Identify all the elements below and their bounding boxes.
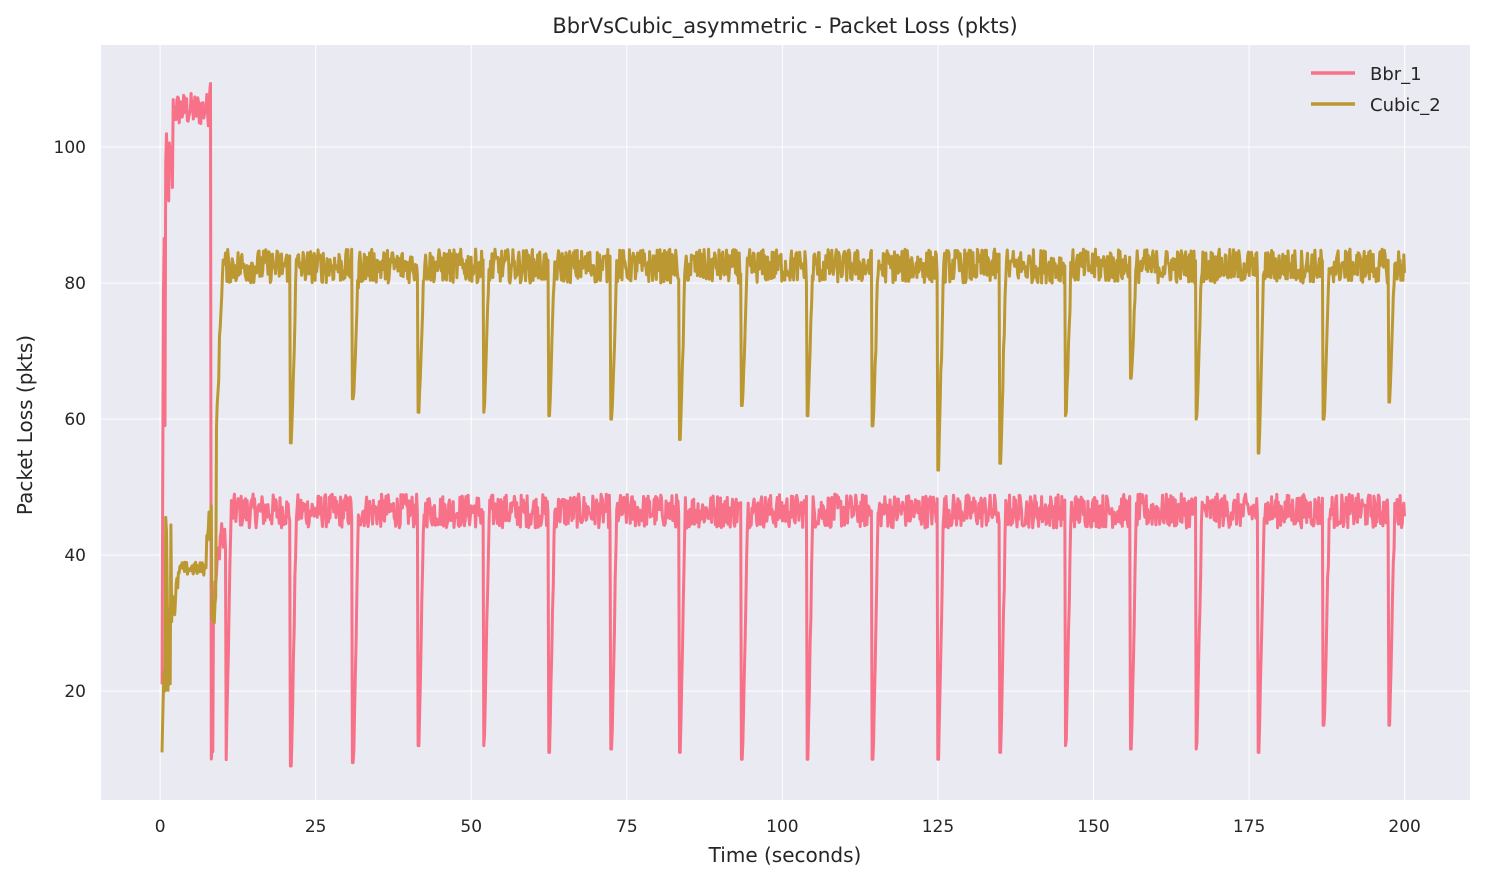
y-tick-label: 80 (64, 274, 86, 294)
x-tick-label: 125 (922, 817, 954, 837)
x-tick-label: 100 (766, 817, 798, 837)
x-axis-label: Time (seconds) (708, 843, 862, 867)
legend-label-bbr-1: Bbr_1 (1370, 64, 1422, 85)
y-tick-label: 40 (64, 546, 86, 566)
x-tick-label: 175 (1233, 817, 1265, 837)
x-tick-label: 25 (305, 817, 327, 837)
x-tick-label: 50 (460, 817, 482, 837)
y-axis-label: Packet Loss (pkts) (13, 335, 37, 515)
y-tick-label: 100 (54, 138, 86, 158)
chart-title: BbrVsCubic_asymmetric - Packet Loss (pkt… (552, 14, 1017, 39)
series-lines (160, 82, 1406, 768)
x-tick-label: 200 (1388, 817, 1420, 837)
x-tick-label: 150 (1077, 817, 1109, 837)
legend-label-cubic-2: Cubic_2 (1370, 95, 1441, 116)
x-tick-label: 75 (616, 817, 638, 837)
y-tick-label: 60 (64, 410, 86, 430)
plot-area (101, 45, 1470, 800)
x-tick-label: 0 (155, 817, 166, 837)
legend: Bbr_1 Cubic_2 (1311, 64, 1441, 116)
y-tick-label: 20 (64, 682, 86, 702)
series-line-cubic-2 (160, 247, 1406, 753)
tick-labels: 0 25 50 75 100 125 150 175 200 20 40 60 80 100 (54, 138, 1421, 837)
series-line-bbr-1 (160, 82, 1406, 768)
